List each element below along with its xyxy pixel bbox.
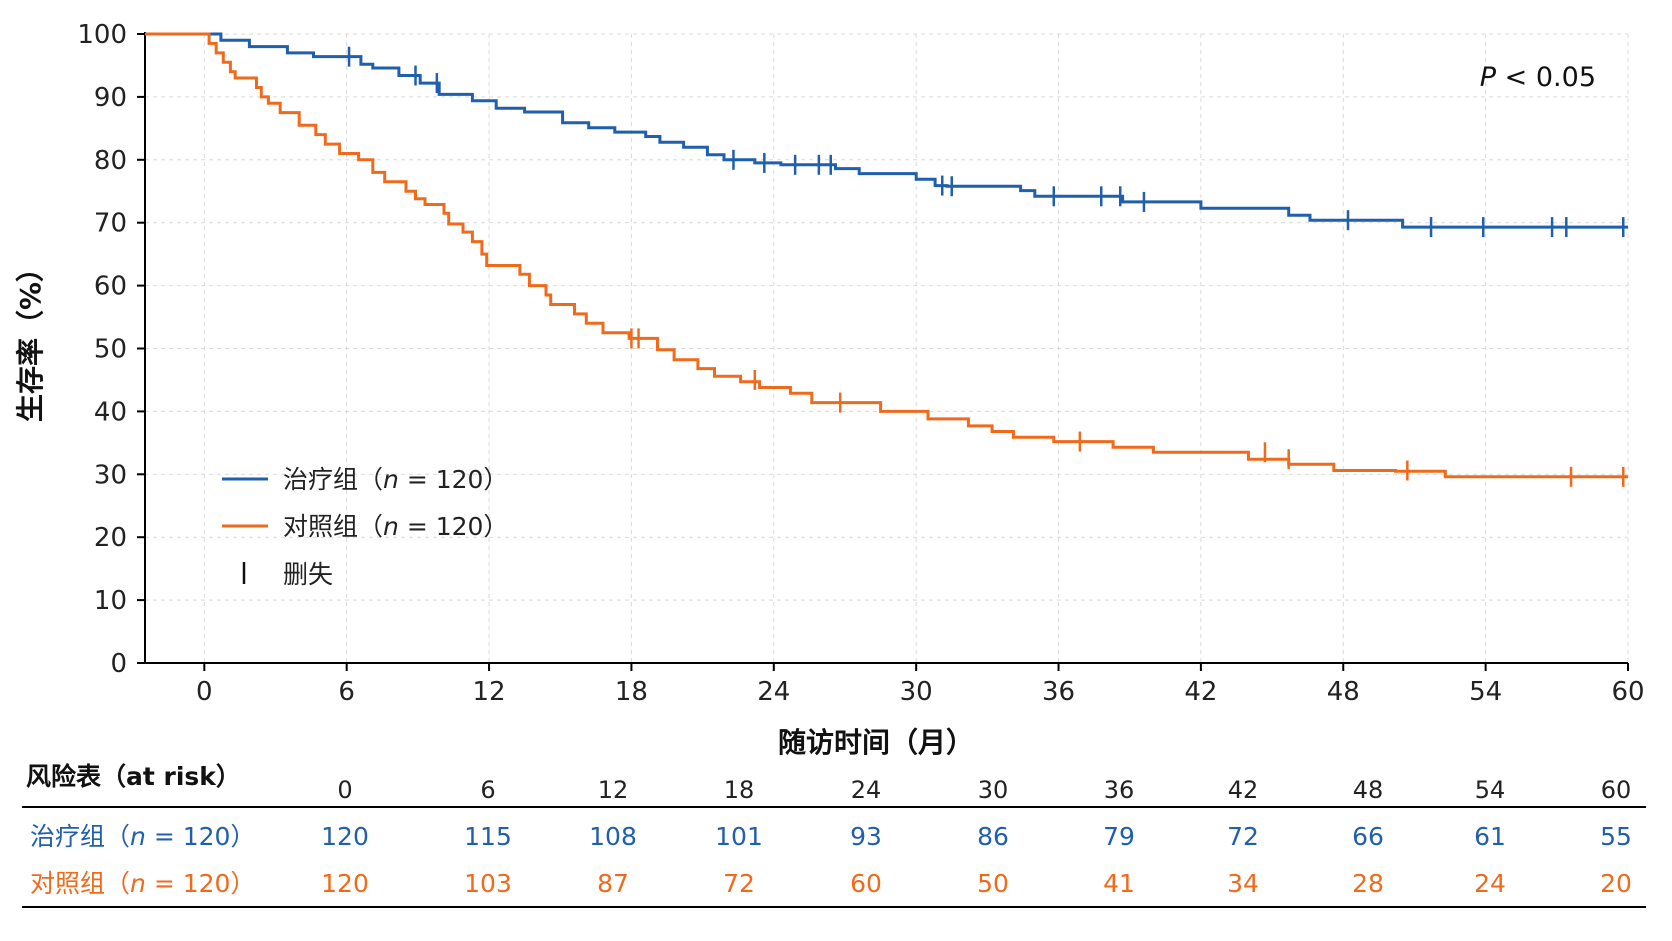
- risk-table-header: 0 6 12 18 24 30 36 42 48 54 60: [337, 776, 1631, 804]
- risk-table: 风险表（at risk） 0 6 12 18 24 30 36 42 48 54 60 治疗组（n …: [22, 762, 1646, 908]
- y-tick-label: 60: [94, 272, 127, 302]
- risk-time-label: 6: [480, 776, 495, 804]
- y-tick-label: 40: [94, 397, 127, 427]
- survival-curve-control: [145, 32, 1628, 479]
- x-tick-label: 6: [338, 677, 355, 707]
- risk-time-label: 42: [1228, 776, 1259, 804]
- x-tick-label: 60: [1611, 677, 1644, 707]
- risk-time-label: 30: [978, 776, 1009, 804]
- risk-value-control: 120: [321, 869, 369, 898]
- y-tick-label: 100: [77, 20, 127, 50]
- risk-value-control: 60: [850, 869, 882, 898]
- x-tick-label: 12: [473, 677, 506, 707]
- legend: 治疗组（n = 120） 对照组（n = 120） 删失: [222, 465, 508, 589]
- p-value: P < 0.05: [1480, 62, 1596, 93]
- risk-value-control: 41: [1103, 869, 1135, 898]
- y-tick-label: 0: [110, 649, 127, 679]
- x-tick-label: 42: [1184, 677, 1217, 707]
- risk-value-treatment: 108: [589, 822, 637, 851]
- risk-time-label: 60: [1601, 776, 1632, 804]
- legend-label-treatment-italic: n: [383, 465, 399, 494]
- risk-value-control: 87: [597, 869, 629, 898]
- x-tick-label: 36: [1042, 677, 1075, 707]
- risk-time-label: 12: [598, 776, 629, 804]
- x-tick-label: 18: [615, 677, 648, 707]
- risk-value-control: 72: [723, 869, 755, 898]
- legend-label-treatment-suffix: = 120）: [399, 465, 509, 494]
- y-tick-label: 30: [94, 460, 127, 490]
- risk-time-label: 0: [337, 776, 352, 804]
- series-layer: [145, 32, 1628, 487]
- risk-row-label-control-prefix: 对照组（: [30, 869, 130, 898]
- risk-value-control: 28: [1352, 869, 1384, 898]
- y-tick-label: 70: [94, 209, 127, 239]
- y-tick-label: 80: [94, 146, 127, 176]
- legend-label-control-suffix: = 120）: [399, 512, 509, 541]
- x-tick-label: 30: [900, 677, 933, 707]
- risk-value-treatment: 120: [321, 822, 369, 851]
- risk-row-label-treatment-prefix: 治疗组（: [30, 822, 130, 851]
- y-tick-label: 90: [94, 83, 127, 113]
- y-axis-title: 生存率（%）: [14, 254, 47, 422]
- y-tick-label: 10: [94, 586, 127, 616]
- ticks: 0 10 20 30 40 50 60 70 80 90 100 0 6 12 18 24 30 36 42 48 54…: [77, 20, 1644, 707]
- risk-value-treatment: 72: [1227, 822, 1259, 851]
- risk-value-control: 20: [1600, 869, 1632, 898]
- p-value-text: < 0.05: [1496, 62, 1596, 93]
- legend-label-control-italic: n: [383, 512, 399, 541]
- risk-value-treatment: 79: [1103, 822, 1135, 851]
- risk-value-treatment: 86: [977, 822, 1009, 851]
- x-tick-label: 54: [1469, 677, 1502, 707]
- risk-value-control: 24: [1474, 869, 1506, 898]
- risk-time-label: 18: [724, 776, 755, 804]
- risk-row-label-treatment: 治疗组（n = 120）: [30, 822, 255, 851]
- risk-row-label-control-suffix: = 120）: [146, 869, 256, 898]
- risk-value-treatment: 55: [1600, 822, 1632, 851]
- x-tick-label: 0: [196, 677, 213, 707]
- risk-value-treatment: 66: [1352, 822, 1384, 851]
- x-tick-label: 24: [757, 677, 790, 707]
- risk-row-label-treatment-italic: n: [130, 822, 146, 851]
- survival-curve-treatment: [145, 32, 1628, 229]
- risk-value-control: 50: [977, 869, 1009, 898]
- risk-table-values: 120 115 108 101 93 86 79 72 66 61 55 120 103 87 72 60 50…: [321, 822, 1632, 898]
- legend-label-treatment-prefix: 治疗组（: [283, 465, 383, 494]
- risk-value-control: 103: [464, 869, 512, 898]
- risk-row-label-treatment-suffix: = 120）: [146, 822, 256, 851]
- x-tick-label: 48: [1327, 677, 1360, 707]
- axes: [144, 32, 1628, 664]
- risk-time-label: 36: [1104, 776, 1135, 804]
- risk-value-control: 34: [1227, 869, 1259, 898]
- y-tick-label: 20: [94, 523, 127, 553]
- risk-time-label: 24: [851, 776, 882, 804]
- risk-row-label-control-italic: n: [130, 869, 146, 898]
- p-value-italic: P: [1480, 62, 1497, 93]
- risk-value-treatment: 115: [464, 822, 512, 851]
- risk-table-title: 风险表（at risk）: [26, 762, 241, 791]
- legend-label-control-prefix: 对照组（: [283, 512, 383, 541]
- risk-row-label-control: 对照组（n = 120）: [30, 869, 255, 898]
- legend-label-treatment: 治疗组（n = 120）: [283, 465, 508, 494]
- x-axis-title: 随访时间（月）: [778, 726, 974, 759]
- grid: [145, 33, 1629, 663]
- risk-value-treatment: 61: [1474, 822, 1506, 851]
- risk-time-label: 48: [1353, 776, 1384, 804]
- legend-label-censor: 删失: [283, 560, 333, 589]
- risk-value-treatment: 93: [850, 822, 882, 851]
- y-tick-label: 50: [94, 335, 127, 365]
- risk-value-treatment: 101: [715, 822, 763, 851]
- risk-time-label: 54: [1475, 776, 1506, 804]
- legend-label-control: 对照组（n = 120）: [283, 512, 508, 541]
